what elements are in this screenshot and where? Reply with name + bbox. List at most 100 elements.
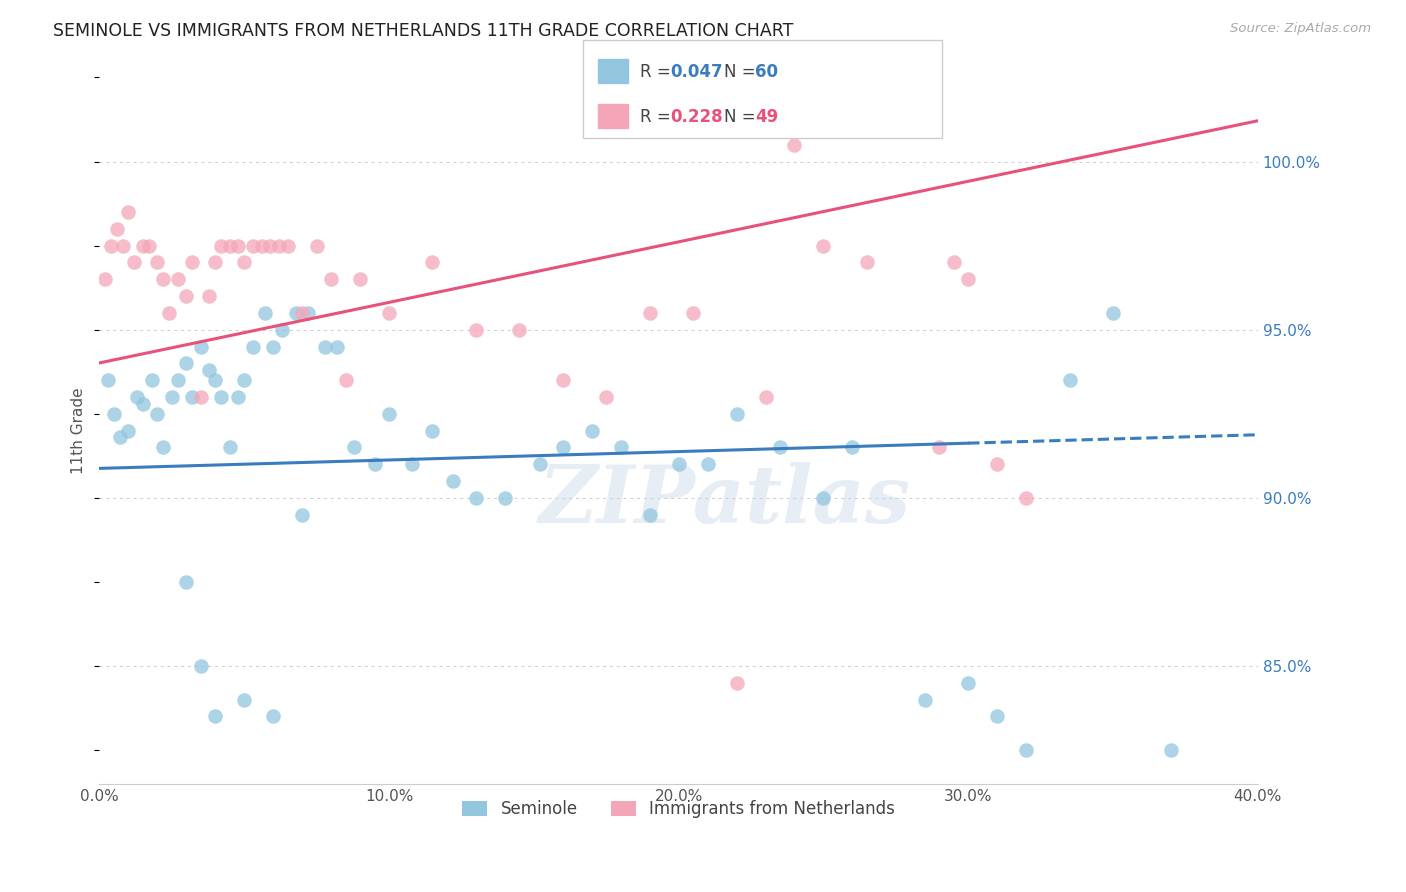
- Point: [218, 238, 240, 252]
- Point: [638, 508, 661, 522]
- Point: [117, 424, 139, 438]
- Point: [508, 323, 530, 337]
- Point: [209, 390, 232, 404]
- Point: [1015, 491, 1038, 505]
- Point: [122, 255, 145, 269]
- Point: [250, 238, 273, 252]
- Point: [166, 373, 188, 387]
- Point: [928, 441, 950, 455]
- Point: [242, 238, 264, 252]
- Point: [228, 390, 250, 404]
- Point: [551, 373, 574, 387]
- Point: [529, 457, 551, 471]
- Point: [725, 407, 748, 421]
- Point: [595, 390, 617, 404]
- Point: [343, 441, 366, 455]
- Point: [262, 339, 284, 353]
- Point: [914, 692, 936, 706]
- Point: [228, 238, 250, 252]
- Point: [856, 255, 879, 269]
- Point: [401, 457, 423, 471]
- Point: [111, 238, 134, 252]
- Point: [181, 255, 204, 269]
- Point: [141, 373, 163, 387]
- Point: [725, 676, 748, 690]
- Point: [218, 441, 240, 455]
- Text: 0.047: 0.047: [671, 62, 723, 80]
- Point: [132, 397, 155, 411]
- Point: [100, 238, 122, 252]
- Point: [108, 430, 131, 444]
- Point: [754, 390, 776, 404]
- Point: [166, 272, 188, 286]
- Point: [233, 373, 256, 387]
- Point: [267, 238, 290, 252]
- Text: N =: N =: [724, 62, 761, 80]
- Point: [94, 272, 117, 286]
- Point: [198, 289, 221, 303]
- Point: [813, 238, 835, 252]
- Point: [190, 390, 212, 404]
- Point: [363, 457, 385, 471]
- Point: [291, 508, 314, 522]
- Point: [986, 709, 1008, 723]
- Point: [1160, 743, 1182, 757]
- Point: [957, 676, 980, 690]
- Point: [132, 238, 155, 252]
- Point: [349, 272, 371, 286]
- Point: [138, 238, 160, 252]
- Point: [668, 457, 690, 471]
- Point: [291, 306, 314, 320]
- Point: [233, 255, 256, 269]
- Point: [321, 272, 343, 286]
- Text: 60: 60: [755, 62, 778, 80]
- Point: [441, 474, 464, 488]
- Point: [638, 306, 661, 320]
- Point: [813, 491, 835, 505]
- Point: [209, 238, 232, 252]
- Point: [117, 205, 139, 219]
- Point: [326, 339, 349, 353]
- Point: [146, 407, 169, 421]
- Point: [160, 390, 183, 404]
- Text: R =: R =: [640, 108, 676, 126]
- Point: [841, 441, 863, 455]
- Text: ZIPatlas: ZIPatlas: [538, 462, 911, 540]
- Point: [259, 238, 281, 252]
- Text: Source: ZipAtlas.com: Source: ZipAtlas.com: [1230, 22, 1371, 36]
- Point: [1102, 306, 1125, 320]
- Point: [190, 659, 212, 673]
- Point: [181, 390, 204, 404]
- Point: [198, 363, 221, 377]
- Point: [314, 339, 336, 353]
- Point: [157, 306, 180, 320]
- Point: [494, 491, 516, 505]
- Text: 0.228: 0.228: [671, 108, 723, 126]
- Point: [233, 692, 256, 706]
- Point: [422, 424, 444, 438]
- Point: [682, 306, 704, 320]
- Point: [551, 441, 574, 455]
- Point: [986, 457, 1008, 471]
- Point: [204, 255, 226, 269]
- Point: [957, 272, 980, 286]
- Point: [262, 709, 284, 723]
- Point: [609, 441, 631, 455]
- Text: 49: 49: [755, 108, 779, 126]
- Point: [422, 255, 444, 269]
- Point: [125, 390, 148, 404]
- Point: [378, 306, 401, 320]
- Point: [942, 255, 965, 269]
- Point: [204, 709, 226, 723]
- Point: [696, 457, 718, 471]
- Point: [464, 323, 486, 337]
- Point: [305, 238, 328, 252]
- Point: [783, 137, 806, 152]
- Text: R =: R =: [640, 62, 676, 80]
- Text: N =: N =: [724, 108, 761, 126]
- Point: [97, 373, 120, 387]
- Point: [176, 289, 198, 303]
- Point: [176, 574, 198, 589]
- Point: [581, 424, 603, 438]
- Point: [335, 373, 357, 387]
